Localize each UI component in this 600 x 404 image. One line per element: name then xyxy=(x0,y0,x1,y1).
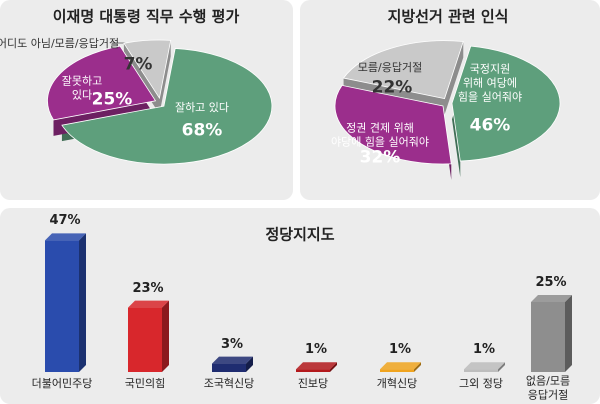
chart-title: 이재명 대통령 직무 수행 평가 xyxy=(52,7,240,26)
value-label: 22% xyxy=(371,77,413,98)
bar-top xyxy=(128,300,169,308)
bar-top xyxy=(45,233,86,241)
slice-label: 모름/응답거절 xyxy=(357,61,423,75)
value-label: 32% xyxy=(359,147,401,168)
slice xyxy=(451,45,561,162)
bar-side xyxy=(79,233,86,372)
bar xyxy=(531,302,565,372)
bar xyxy=(296,369,330,372)
bar-side xyxy=(565,295,572,372)
x-tick-label: 없음/모름 응답거절 xyxy=(525,374,571,401)
bar-top xyxy=(464,362,505,370)
slice-label: 국정지원 위해 여당에 힘을 실어줘야 xyxy=(457,62,523,103)
x-tick-label: 그외 정당 xyxy=(459,377,503,391)
bar xyxy=(212,363,246,372)
slice-label: 어디도 아님/모름/응답거절 xyxy=(0,37,120,51)
slice xyxy=(61,48,273,165)
chart-title: 정당지지도 xyxy=(265,225,335,244)
value-label: 1% xyxy=(472,342,496,358)
slice xyxy=(334,84,452,165)
value-label: 23% xyxy=(132,280,164,296)
slice-label: 잘하고 있다 xyxy=(174,101,230,115)
value-label: 1% xyxy=(304,342,328,358)
x-tick-label: 진보당 xyxy=(297,377,329,391)
bar-side xyxy=(330,362,337,372)
bar-top xyxy=(380,362,421,370)
value-label: 46% xyxy=(469,115,511,136)
slice xyxy=(47,45,157,121)
bar-top xyxy=(531,295,572,302)
slice-label: 정권 견제 위해 야당에 힘을 실어줘야 xyxy=(330,121,430,148)
bar-side xyxy=(498,362,505,372)
value-label: 47% xyxy=(49,213,81,229)
bar xyxy=(464,369,498,372)
value-label: 68% xyxy=(181,120,223,141)
x-tick-label: 국민의힘 xyxy=(124,377,166,391)
value-label: 25% xyxy=(91,89,133,110)
bar-side xyxy=(246,356,253,372)
slice xyxy=(342,40,464,100)
value-label: 7% xyxy=(123,54,153,75)
chart-title: 지방선거 관련 인식 xyxy=(387,7,509,26)
bar xyxy=(128,307,162,372)
slice-label: 잘못하고 있다 xyxy=(61,74,103,101)
bar xyxy=(380,369,414,372)
x-tick-label: 조국혁신당 xyxy=(203,377,255,391)
bar-side xyxy=(414,362,421,372)
bar xyxy=(45,240,79,372)
slice xyxy=(123,39,172,100)
x-tick-label: 더불어민주당 xyxy=(31,377,93,391)
value-label: 25% xyxy=(535,274,567,290)
x-tick-label: 개혁신당 xyxy=(376,377,418,391)
bar-top xyxy=(296,362,337,370)
bar-top xyxy=(212,356,253,364)
bar-side xyxy=(162,300,169,372)
value-label: 1% xyxy=(388,342,412,358)
value-label: 3% xyxy=(220,336,244,352)
